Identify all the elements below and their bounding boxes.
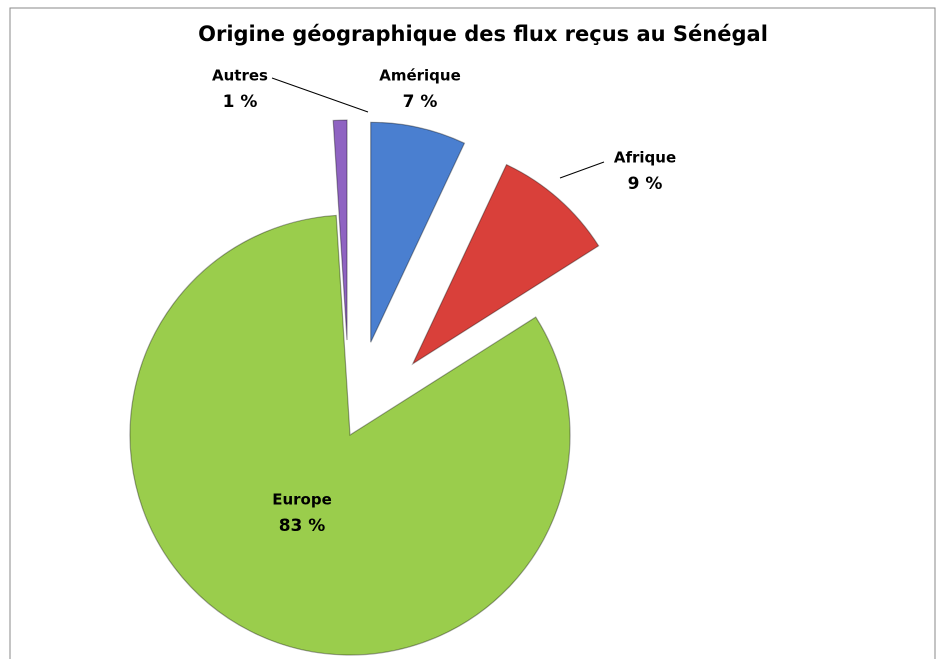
slice-label: Europe bbox=[272, 491, 332, 509]
slice-value-label: 1 % bbox=[223, 92, 258, 112]
slice-label: Afrique bbox=[614, 149, 676, 167]
pie-slice bbox=[129, 214, 571, 656]
leader-line bbox=[559, 161, 605, 179]
pie-slice bbox=[370, 121, 466, 343]
pie-slice bbox=[411, 163, 600, 366]
slice-value-label: 83 % bbox=[279, 516, 326, 536]
chart-title: Origine géographique des flux reçus au S… bbox=[198, 22, 768, 46]
slice-label: Amérique bbox=[379, 67, 461, 85]
slice-value-label: 7 % bbox=[403, 92, 438, 112]
slice-value-label: 9 % bbox=[628, 174, 663, 194]
leader-line bbox=[271, 77, 369, 113]
slice-label: Autres bbox=[212, 67, 268, 85]
pie-slice bbox=[332, 119, 348, 341]
